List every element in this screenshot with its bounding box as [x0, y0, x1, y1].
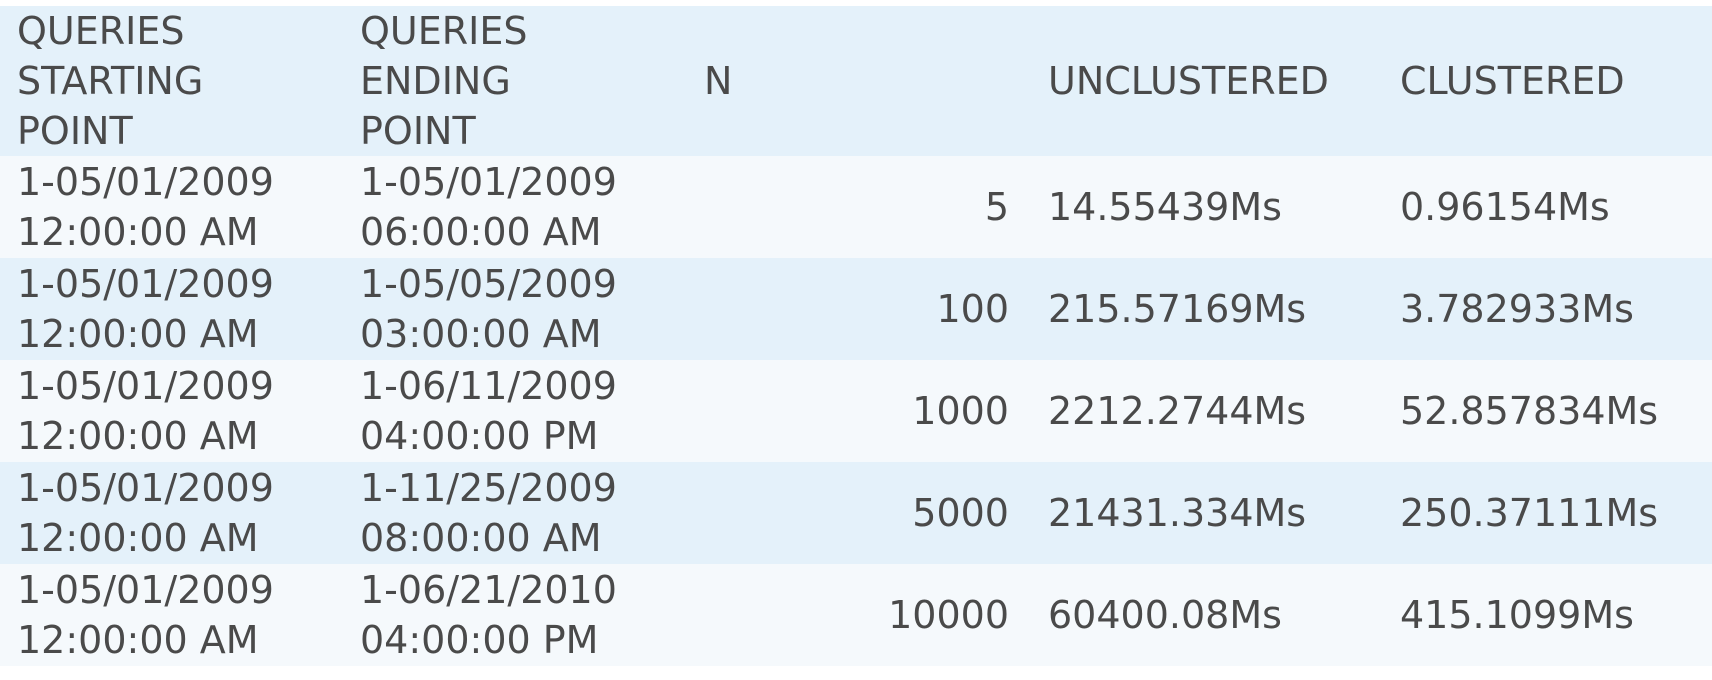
cell-unclustered: 14.55439Ms [1048, 185, 1282, 229]
cell-end-point: 1-06/11/2009 04:00:00 PM [360, 364, 617, 458]
cell-unclustered: 60400.08Ms [1048, 593, 1282, 637]
cell-end-point: 1-05/05/2009 03:00:00 AM [360, 262, 617, 356]
cell-start-point: 1-05/01/2009 12:00:00 AM [17, 160, 274, 254]
cell-clustered: 415.1099Ms [1400, 593, 1634, 637]
header-end-point: QUERIES ENDING POINT [360, 9, 528, 153]
cell-unclustered: 2212.2744Ms [1048, 389, 1307, 433]
cell-n: 1000 [912, 389, 1009, 433]
cell-unclustered: 21431.334Ms [1048, 491, 1307, 535]
cell-unclustered: 215.57169Ms [1048, 287, 1307, 331]
header-unclustered: UNCLUSTERED [1048, 59, 1329, 103]
cell-end-point: 1-11/25/2009 08:00:00 AM [360, 466, 617, 560]
cell-end-point: 1-06/21/2010 04:00:00 PM [360, 568, 617, 662]
table-header-row: QUERIES STARTING POINT QUERIES ENDING PO… [0, 6, 1712, 156]
cell-start-point: 1-05/01/2009 12:00:00 AM [17, 466, 274, 560]
cell-n: 10000 [888, 593, 1009, 637]
cell-clustered: 52.857834Ms [1400, 389, 1659, 433]
table-row: 1-05/01/2009 12:00:00 AM 1-05/05/2009 03… [0, 258, 1712, 360]
table-row: 1-05/01/2009 12:00:00 AM 1-05/01/2009 06… [0, 156, 1712, 258]
header-n: N [704, 59, 733, 103]
cell-clustered: 0.96154Ms [1400, 185, 1610, 229]
cell-start-point: 1-05/01/2009 12:00:00 AM [17, 364, 274, 458]
results-table: QUERIES STARTING POINT QUERIES ENDING PO… [0, 6, 1712, 666]
cell-n: 5000 [912, 491, 1009, 535]
cell-start-point: 1-05/01/2009 12:00:00 AM [17, 262, 274, 356]
header-clustered: CLUSTERED [1400, 59, 1625, 103]
cell-clustered: 250.37111Ms [1400, 491, 1659, 535]
cell-end-point: 1-05/01/2009 06:00:00 AM [360, 160, 617, 254]
header-start-point: QUERIES STARTING POINT [17, 9, 204, 153]
cell-n: 5 [984, 185, 1009, 229]
cell-n: 100 [936, 287, 1009, 331]
cell-start-point: 1-05/01/2009 12:00:00 AM [17, 568, 274, 662]
cell-clustered: 3.782933Ms [1400, 287, 1634, 331]
table-row: 1-05/01/2009 12:00:00 AM 1-11/25/2009 08… [0, 462, 1712, 564]
table-row: 1-05/01/2009 12:00:00 AM 1-06/11/2009 04… [0, 360, 1712, 462]
table-row: 1-05/01/2009 12:00:00 AM 1-06/21/2010 04… [0, 564, 1712, 666]
